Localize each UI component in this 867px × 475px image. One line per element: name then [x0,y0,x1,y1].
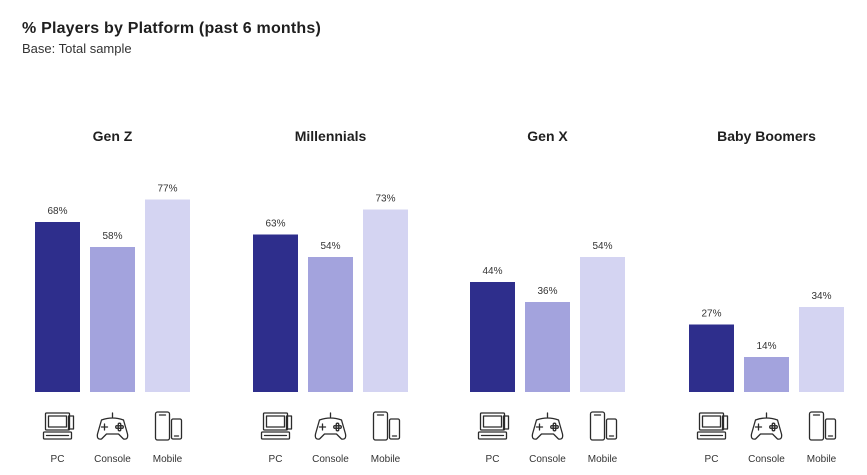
category-label: Mobile [153,454,183,465]
pc-icon [260,412,293,440]
chart-title: % Players by Platform (past 6 months) [22,20,322,37]
bar [580,257,625,392]
bar [799,307,844,392]
category-label: Console [529,454,566,465]
data-label: 58% [102,231,122,242]
data-label: 27% [701,309,721,320]
bar [689,324,734,392]
data-label: 68% [47,206,67,217]
bar [470,282,515,392]
data-label: 73% [375,194,395,205]
category-label: PC [269,454,283,465]
bar [744,357,789,392]
category-label: Mobile [371,454,401,465]
data-label: 54% [320,241,340,252]
mobile-icon [808,411,837,441]
data-label: 34% [811,291,831,302]
bar [145,199,190,392]
mobile-icon [589,411,618,441]
category-label: Console [312,454,349,465]
group-title: Gen X [527,128,568,144]
category-label: Console [94,454,131,465]
data-label: 14% [756,341,776,352]
pc-icon [696,412,729,440]
bar [90,247,135,392]
data-label: 63% [265,219,285,230]
category-label: Mobile [588,454,618,465]
category-label: PC [705,454,719,465]
chart-subtitle: Base: Total sample [22,41,132,56]
category-label: Mobile [807,454,837,465]
group-title: Millennials [295,128,367,144]
category-label: PC [51,454,65,465]
pc-icon [42,412,75,440]
bar [363,209,408,392]
console-icon [750,412,783,440]
group-title: Baby Boomers [717,128,816,144]
console-icon [314,412,347,440]
mobile-icon [372,411,401,441]
group-title: Gen Z [93,128,133,144]
bar [253,234,298,392]
data-label: 44% [482,266,502,277]
mobile-icon [154,411,183,441]
category-label: Console [748,454,785,465]
bar [308,257,353,392]
data-label: 54% [592,241,612,252]
console-icon [531,412,564,440]
pc-icon [477,412,510,440]
category-label: PC [486,454,500,465]
bar [525,302,570,392]
console-icon [96,412,129,440]
bar [35,222,80,392]
data-label: 77% [157,184,177,195]
data-label: 36% [537,286,557,297]
